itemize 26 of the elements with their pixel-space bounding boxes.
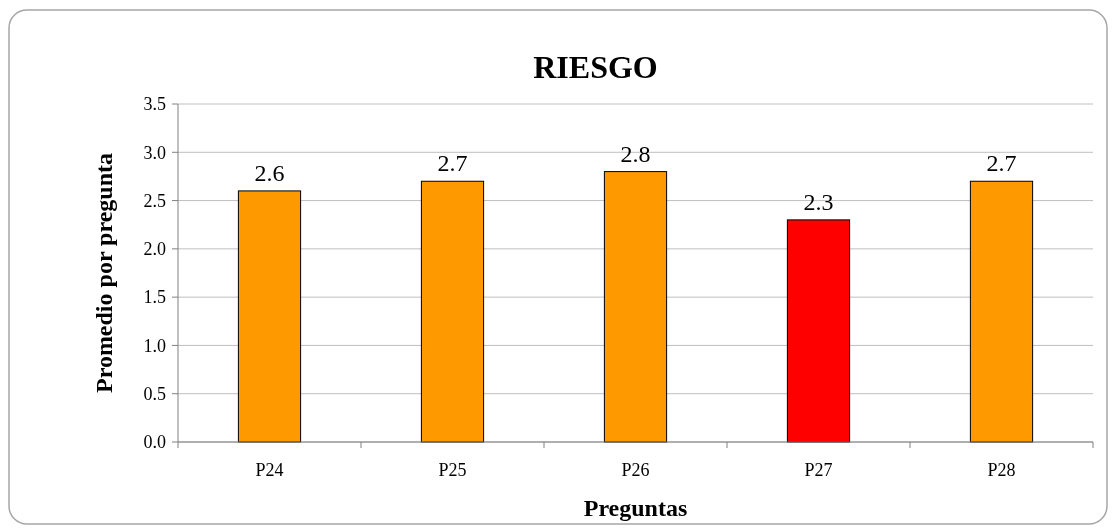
bar: [969, 180, 1034, 443]
bar: [603, 171, 668, 443]
x-tick-label: P27: [804, 460, 833, 480]
x-tick-label: P24: [255, 460, 284, 480]
y-tick-label: 1.5: [143, 287, 166, 308]
data-label: 2.8: [620, 140, 651, 167]
y-tick-label: 1.0: [143, 335, 166, 356]
y-tick-label: 2.0: [143, 239, 166, 260]
data-label: 2.7: [986, 150, 1017, 177]
chart-title: RIESGO: [533, 49, 658, 85]
data-label: 2.3: [803, 188, 834, 215]
y-axis-title: Promedio por pregunta: [91, 152, 117, 394]
data-label: 2.7: [437, 150, 468, 177]
bar: [237, 190, 302, 443]
y-tick-label: 0.0: [143, 432, 166, 453]
x-tick-label: P25: [438, 460, 467, 480]
y-tick-label: 2.5: [143, 190, 166, 211]
y-tick-label: 3.0: [143, 142, 166, 163]
data-label: 2.6: [254, 159, 285, 186]
y-tick-label: 3.5: [143, 94, 166, 115]
x-tick-label: P28: [987, 460, 1016, 480]
bar: [786, 219, 851, 443]
bar: [420, 180, 485, 443]
x-tick-label: P26: [621, 460, 650, 480]
y-tick-label: 0.5: [143, 384, 166, 405]
x-axis-title: Preguntas: [583, 495, 688, 521]
